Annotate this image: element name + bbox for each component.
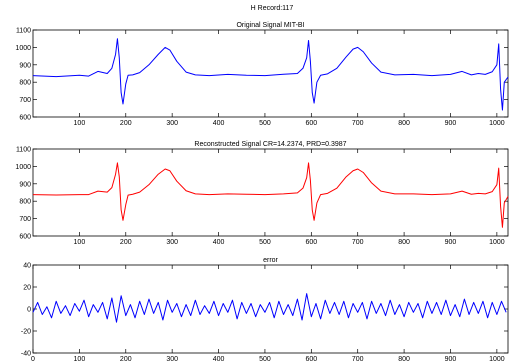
x-tick-label-2-9: 1000 bbox=[489, 239, 505, 246]
panel-title-3: error bbox=[263, 257, 278, 264]
x-tick-label-3-6: 600 bbox=[305, 356, 317, 363]
x-tick-label-2-8: 900 bbox=[445, 239, 457, 246]
y-tick-label-1-2: 800 bbox=[19, 80, 31, 87]
x-tick-label-1-5: 600 bbox=[305, 120, 317, 127]
series-line-2-1 bbox=[32, 162, 509, 228]
y-tick-label-2-1: 700 bbox=[19, 216, 31, 223]
axes-frame-2 bbox=[32, 148, 509, 237]
series-line-3-1 bbox=[32, 293, 507, 323]
x-tick-label-3-9: 900 bbox=[445, 356, 457, 363]
x-tick-label-3-5: 500 bbox=[259, 356, 271, 363]
x-tick-label-2-3: 400 bbox=[213, 239, 225, 246]
x-tick-label-2-0: 100 bbox=[74, 239, 86, 246]
y-tick-label-3-1: -20 bbox=[21, 329, 31, 336]
x-tick-label-3-4: 400 bbox=[213, 356, 225, 363]
y-tick-label-1-3: 900 bbox=[19, 62, 31, 69]
x-tick-label-3-10: 1000 bbox=[489, 356, 505, 363]
y-tick-label-2-0: 600 bbox=[19, 234, 31, 241]
y-tick-label-2-4: 1000 bbox=[15, 164, 31, 171]
figure-title: H Record:117 bbox=[251, 5, 294, 12]
y-tick-label-3-4: 40 bbox=[23, 263, 31, 270]
x-tick-label-1-6: 700 bbox=[352, 120, 364, 127]
y-tick-label-1-0: 600 bbox=[19, 115, 31, 122]
x-tick-label-3-1: 100 bbox=[74, 356, 86, 363]
y-tick-label-1-5: 1100 bbox=[16, 28, 31, 35]
axes-frame-1 bbox=[32, 29, 509, 118]
x-tick-label-1-3: 400 bbox=[213, 120, 225, 127]
x-tick-label-1-4: 500 bbox=[259, 120, 271, 127]
x-tick-label-1-8: 900 bbox=[445, 120, 457, 127]
y-tick-label-3-3: 20 bbox=[23, 285, 31, 292]
x-tick-label-1-0: 100 bbox=[74, 120, 86, 127]
x-tick-label-2-7: 800 bbox=[398, 239, 410, 246]
x-tick-label-1-9: 1000 bbox=[489, 120, 505, 127]
x-tick-label-1-1: 200 bbox=[120, 120, 132, 127]
y-tick-label-2-5: 1100 bbox=[16, 147, 31, 154]
x-tick-label-3-3: 300 bbox=[166, 356, 178, 363]
series-line-1-1 bbox=[32, 38, 509, 111]
y-tick-label-2-3: 900 bbox=[19, 181, 31, 188]
x-tick-label-2-4: 500 bbox=[259, 239, 271, 246]
x-tick-label-2-6: 700 bbox=[352, 239, 364, 246]
chart-panel-1: Original Signal MIT-BI 100 200 300 400 500 600… bbox=[15, 22, 509, 127]
chart-panel-2: Reconstructed Signal CR=14.2374, PRD=0.3… bbox=[15, 141, 509, 246]
x-tick-label-3-2: 200 bbox=[120, 356, 132, 363]
y-tick-label-1-1: 700 bbox=[19, 97, 31, 104]
y-tick-label-3-0: -40 bbox=[21, 351, 31, 358]
x-tick-label-2-2: 300 bbox=[166, 239, 178, 246]
x-tick-label-2-5: 600 bbox=[305, 239, 317, 246]
panel-title-1: Original Signal MIT-BI bbox=[236, 22, 304, 29]
x-tick-label-1-7: 800 bbox=[398, 120, 410, 127]
x-tick-label-1-2: 300 bbox=[166, 120, 178, 127]
y-tick-label-1-4: 1000 bbox=[15, 45, 31, 52]
panel-title-2: Reconstructed Signal CR=14.2374, PRD=0.3… bbox=[194, 141, 346, 148]
x-tick-label-3-7: 700 bbox=[352, 356, 364, 363]
x-tick-label-3-0: 0 bbox=[31, 356, 35, 363]
y-tick-label-2-2: 800 bbox=[19, 199, 31, 206]
x-tick-label-3-8: 800 bbox=[398, 356, 410, 363]
x-tick-label-2-1: 200 bbox=[120, 239, 132, 246]
y-tick-label-3-2: 0 bbox=[27, 307, 31, 314]
